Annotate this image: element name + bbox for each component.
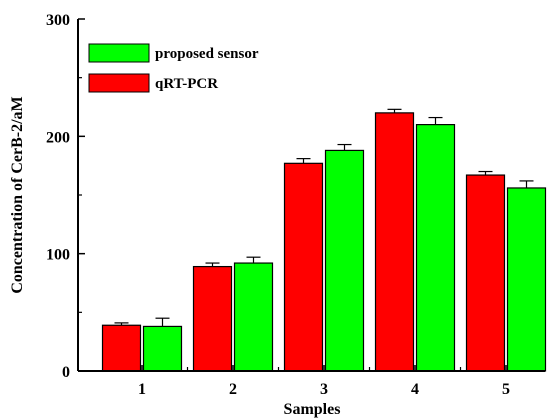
y-axis-title: Concentration of CerB-2/aM bbox=[9, 96, 26, 293]
x-tick-label-3: 3 bbox=[320, 381, 328, 398]
x-tick-label-4: 4 bbox=[411, 381, 419, 398]
x-tick-label-2: 2 bbox=[229, 381, 237, 398]
y-tick-label-100: 100 bbox=[46, 247, 70, 264]
y-tick-label-200: 200 bbox=[46, 129, 70, 146]
bar-proposed-sensor-3 bbox=[324, 149, 365, 372]
legend-label-proposed-sensor: proposed sensor bbox=[155, 46, 259, 62]
bar-proposed-sensor-2 bbox=[233, 262, 274, 372]
plot-marks bbox=[101, 108, 547, 372]
x-tick-label-1: 1 bbox=[138, 381, 146, 398]
bar-qrt-pcr-1 bbox=[101, 324, 142, 372]
y-tick-label-0: 0 bbox=[62, 364, 70, 381]
x-axis-title: Samples bbox=[284, 401, 341, 418]
bar-qrt-pcr-5 bbox=[465, 174, 506, 372]
legend: proposed sensor qRT-PCR bbox=[88, 43, 259, 93]
bar-qrt-pcr-2 bbox=[192, 265, 233, 372]
x-tick-label-5: 5 bbox=[502, 381, 510, 398]
legend-swatch-proposed-sensor bbox=[88, 43, 150, 63]
legend-label-qrt-pcr: qRT-PCR bbox=[155, 76, 218, 92]
legend-swatch-qrt-pcr bbox=[88, 73, 150, 93]
y-tick-label-300: 300 bbox=[46, 12, 70, 29]
bar-proposed-sensor-4 bbox=[415, 123, 456, 372]
axes: 0 100 200 300 1 2 3 4 5 bbox=[46, 12, 545, 398]
bar-qrt-pcr-3 bbox=[283, 162, 324, 372]
bar-proposed-sensor-5 bbox=[506, 187, 547, 372]
bar-qrt-pcr-4 bbox=[374, 112, 415, 372]
bar-proposed-sensor-1 bbox=[142, 325, 183, 372]
